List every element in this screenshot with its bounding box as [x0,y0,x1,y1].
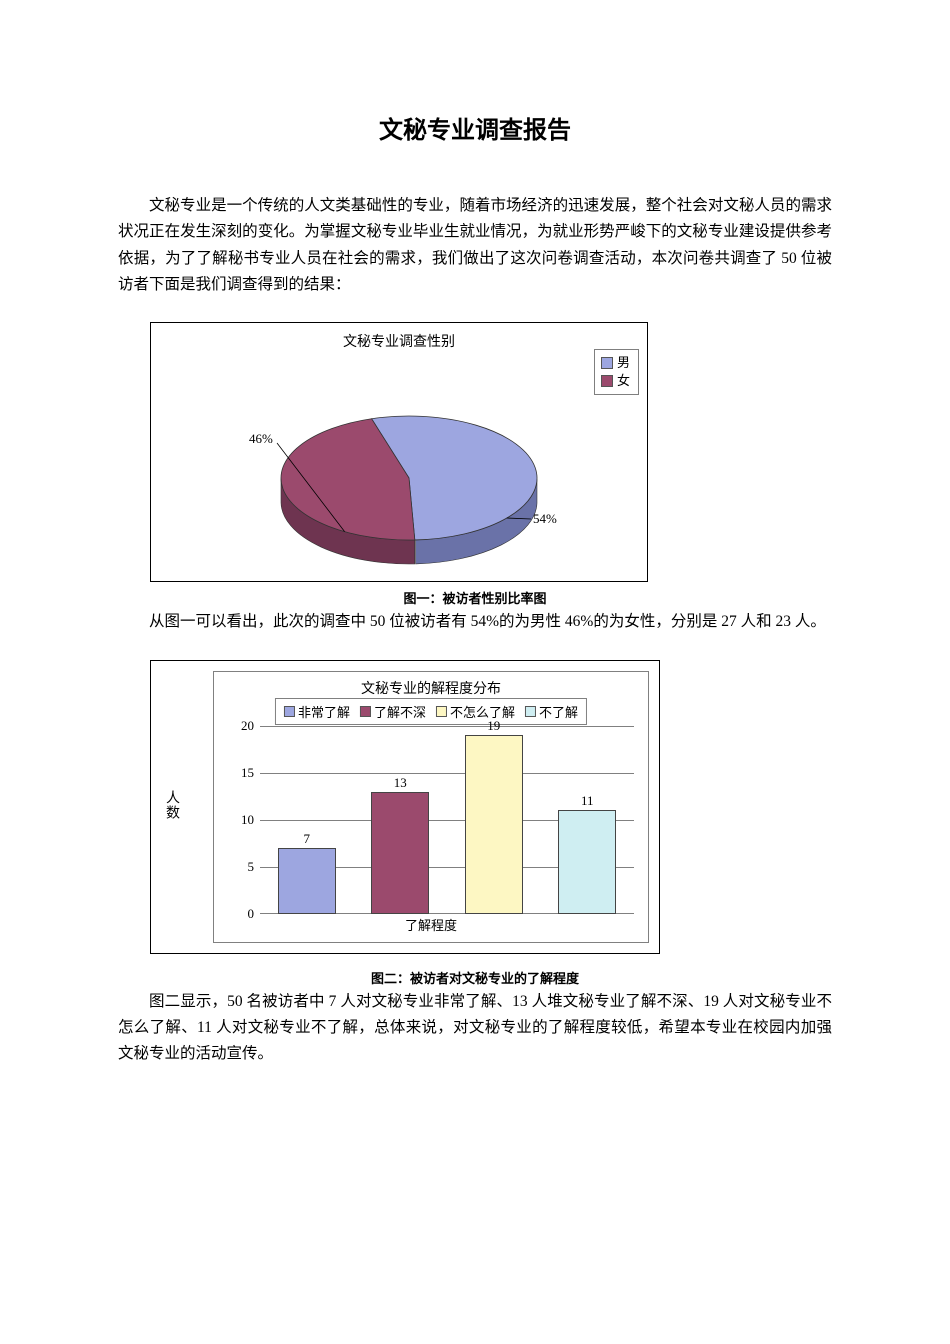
intro-paragraph: 文秘专业是一个传统的人文类基础性的专业，随着市场经济的迅速发展，整个社会对文秘人… [118,193,832,298]
fig1-percent-female: 46% [249,431,273,447]
fig2-plot-area: 051015207131911 [260,726,634,914]
fig2-x-axis-label: 了解程度 [214,915,648,934]
fig2-bar-value: 11 [559,793,615,809]
page: 文秘专业调查报告 文秘专业是一个传统的人文类基础性的专业，随着市场经济的迅速发展… [0,0,950,1344]
doc-title: 文秘专业调查报告 [118,110,832,145]
fig2-ytick-label: 10 [241,812,260,828]
fig2-bar: 19 [465,735,523,914]
fig2-ytick-label: 20 [241,718,260,734]
fig1-caption: 图一：被访者性别比率图 [118,588,832,607]
fig2-legend-label: 不了解 [539,702,578,721]
para-after-fig2: 图二显示，50 名被访者中 7 人对文秘专业非常了解、13 人堆文秘专业了解不深… [118,989,832,1068]
fig2-legend-swatch [525,706,536,717]
fig2-legend-label: 了解不深 [374,702,426,721]
fig2-bar-value: 13 [372,775,428,791]
fig2-legend-item: 非常了解 [284,702,350,721]
fig2-caption: 图二：被访者对文秘专业的了解程度 [118,968,832,987]
fig2-bar-chart: 人数 文秘专业的解程度分布 非常了解了解不深不怎么了解不了解 051015207… [150,660,660,954]
fig1-pie-svg [151,323,649,583]
fig2-gridline [260,726,634,727]
fig2-bar-value: 7 [279,831,335,847]
para-after-fig1: 从图一可以看出，此次的调查中 50 位被访者有 54%的为男性 46%的为女性，… [118,609,832,635]
fig2-legend-swatch [360,706,371,717]
fig2-legend-swatch [436,706,447,717]
fig2-gridline [260,773,634,774]
fig2-y-axis-label: 人数 [165,791,181,822]
fig1-pie-chart: 文秘专业调查性别 男 女 54% 46% [150,322,648,582]
fig2-bar: 7 [278,848,336,914]
fig2-ytick-label: 5 [248,859,261,875]
fig2-bar-value: 19 [466,718,522,734]
fig2-bar: 13 [371,792,429,914]
fig2-title: 文秘专业的解程度分布 [214,678,648,698]
fig2-inner-frame: 文秘专业的解程度分布 非常了解了解不深不怎么了解不了解 051015207131… [213,671,649,943]
fig2-bar: 11 [558,810,616,913]
fig2-ytick-label: 15 [241,765,260,781]
fig2-legend-item: 了解不深 [360,702,426,721]
fig2-legend-swatch [284,706,295,717]
fig2-legend-item: 不了解 [525,702,578,721]
fig2-legend-label: 非常了解 [298,702,350,721]
fig1-percent-male: 54% [533,511,557,527]
fig2-legend: 非常了解了解不深不怎么了解不了解 [275,698,587,725]
